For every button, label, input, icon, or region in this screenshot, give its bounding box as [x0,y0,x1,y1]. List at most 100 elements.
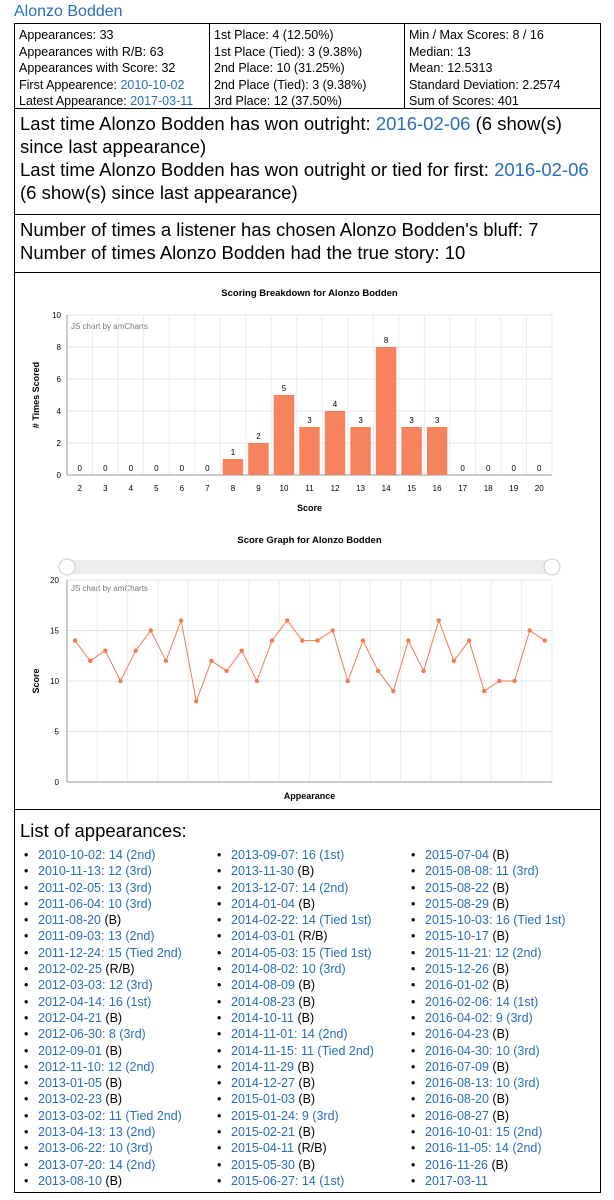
bar-value-label: 5 [282,384,287,393]
appearance-link[interactable]: 2013-04-13: 13 (2nd) [38,1125,156,1140]
appearance-link[interactable]: 2017-03-11 [425,1173,489,1188]
appearance-item: 2014-11-15: 11 (Tied 2nd) [213,1043,374,1060]
y-tick-label: 15 [50,627,59,636]
appearance-link[interactable]: 2012-04-21 [38,1010,102,1025]
scrollbar-handle-right [543,558,561,576]
appearance-link[interactable]: 2015-04-11 [231,1141,295,1156]
last-won-or-tied-link[interactable]: 2016-02-06 [494,159,589,180]
appearance-link[interactable]: 2014-10-11 [231,1010,295,1025]
appearance-link[interactable]: 2012-04-14: 16 (1st) [38,994,152,1009]
appearance-link[interactable]: 2015-08-22 [425,880,489,895]
first-appearance-link[interactable]: 2010-10-02 [120,77,185,92]
appearance-link[interactable]: 2013-08-10 [38,1173,102,1188]
appearance-link[interactable]: 2014-02-22: 14 (Tied 1st) [231,913,372,928]
appearance-link[interactable]: 2011-12-24: 15 (Tied 2nd) [38,945,182,960]
x-tick-label: 14 [382,484,391,493]
appearance-link[interactable]: 2016-11-05: 14 (2nd) [425,1141,542,1156]
appearance-link[interactable]: 2015-10-03: 16 (Tied 1st) [425,913,566,928]
appearance-link[interactable]: 2014-11-15: 11 (Tied 2nd) [231,1043,374,1058]
appearance-link[interactable]: 2015-06-27: 14 (1st) [231,1173,345,1188]
third-place-stat: 3rd Place: 12 (37.50%) [214,94,342,109]
appearance-link[interactable]: 2013-12-07: 14 (2nd) [231,880,349,895]
appearance-link[interactable]: 2015-07-04 [425,848,489,862]
sum-of-scores: Sum of Scores: 401 [409,94,519,109]
appearance-link[interactable]: 2016-01-02 [425,978,489,993]
appearances-count: Appearances: 33 [19,28,114,42]
appearance-link[interactable]: 2012-03-03: 12 (3rd) [38,978,153,993]
appearance-link[interactable]: 2014-11-29 [231,1059,295,1074]
appearance-link[interactable]: 2011-09-03: 13 (2nd) [38,929,155,944]
appearance-link[interactable]: 2011-06-04: 10 (3rd) [38,896,152,911]
appearance-link[interactable]: 2016-08-13: 10 (3rd) [425,1076,540,1091]
appearance-link[interactable]: 2013-09-07: 16 (1st) [231,848,345,862]
latest-appearance-label: Latest Appearance: [19,94,131,109]
appearance-link[interactable]: 2015-01-03 [231,1092,295,1107]
appearance-link[interactable]: 2015-10-17 [425,929,489,944]
appearance-item: 2010-11-13: 12 (3rd) [20,863,182,880]
appearance-link[interactable]: 2013-07-20: 14 (2nd) [38,1157,156,1172]
appearance-link[interactable]: 2016-08-20 [425,1092,489,1107]
appearance-link[interactable]: 2012-09-01 [38,1043,102,1058]
appearance-link[interactable]: 2014-03-01 [231,929,295,944]
score-point [497,678,502,684]
appearance-link[interactable]: 2011-02-05: 13 (3rd) [38,880,152,895]
appearance-link[interactable]: 2015-08-08: 11 (3rd) [425,864,539,879]
bar-value-label: 1 [231,448,236,457]
appearance-link[interactable]: 2013-03-02: 11 (Tied 2nd) [38,1108,182,1123]
appearance-link[interactable]: 2016-11-26 [425,1157,489,1172]
page-title[interactable]: Alonzo Bodden [14,3,123,20]
score-point [269,638,275,643]
appearance-link[interactable]: 2016-02-06: 14 (1st) [425,994,539,1009]
appearance-link[interactable]: 2016-04-30: 10 (3rd) [425,1043,540,1058]
appearance-link[interactable]: 2015-12-26 [425,962,489,977]
appearance-link[interactable]: 2016-04-02: 9 (3rd) [425,1010,533,1025]
appearance-link[interactable]: 2016-08-27 [425,1108,489,1123]
appearance-link[interactable]: 2016-10-01: 15 (2nd) [425,1125,543,1140]
appearance-link[interactable]: 2011-08-20 [38,913,102,928]
latest-appearance-link[interactable]: 2017-03-11 [130,94,194,109]
appearance-link[interactable]: 2012-06-30: 8 (3rd) [38,1027,146,1042]
bar-value-label: 4 [333,400,338,409]
appearance-link[interactable]: 2015-02-21 [231,1125,295,1140]
appearance-item: 2017-03-11 [407,1173,566,1190]
appearance-link[interactable]: 2013-11-30 [231,864,295,879]
appearance-item: 2015-04-11 (R/B) [213,1140,374,1157]
appearance-link[interactable]: 2016-04-23 [425,1027,489,1042]
appearance-item: 2011-06-04: 10 (3rd) [20,896,182,913]
appearance-link[interactable]: 2016-07-09 [425,1059,489,1074]
appearance-link[interactable]: 2014-08-09 [231,978,295,993]
appearances-list-section: List of appearances: 2010-10-02: 14 (2nd… [14,810,601,1193]
x-axis-title: Appearance [284,791,336,801]
appearance-link[interactable]: 2014-08-02: 10 (3rd) [231,962,346,977]
score-point [194,699,199,704]
appearance-link[interactable]: 2013-02-23 [38,1092,102,1107]
appearance-item: 2015-06-27: 14 (1st) [213,1173,374,1190]
x-tick-label: 12 [331,484,340,493]
appearance-link[interactable]: 2014-11-01: 14 (2nd) [231,1027,348,1042]
last-won-outright-link[interactable]: 2016-02-06 [375,113,471,134]
appearance-item: 2016-08-27 (B) [407,1108,566,1125]
bar-value-label: 0 [511,464,516,473]
bar [222,459,244,475]
appearance-link[interactable]: 2014-05-03: 15 (Tied 1st) [231,945,372,960]
appearance-link[interactable]: 2014-01-04 [231,896,295,911]
appearance-status: (B) [488,962,510,977]
appearance-link[interactable]: 2013-06-22: 10 (3rd) [38,1141,153,1156]
appearance-link[interactable]: 2013-01-05 [38,1076,102,1091]
appearance-link[interactable]: 2012-11-10: 12 (2nd) [38,1059,155,1074]
appearance-link[interactable]: 2015-01-24: 9 (3rd) [231,1108,339,1123]
appearance-link[interactable]: 2015-11-21: 12 (2nd) [425,945,542,960]
score-point [482,688,487,694]
appearance-link[interactable]: 2014-08-23 [231,994,295,1009]
appearance-link[interactable]: 2012-02-25 [38,962,102,977]
appearance-link[interactable]: 2015-05-30 [231,1157,295,1172]
appearance-link[interactable]: 2010-10-02: 14 (2nd) [38,848,156,862]
appearance-status: (B) [294,1125,316,1140]
last-won-or-tied: Last time Alonzo Bodden has won outright… [20,158,595,204]
appearance-link[interactable]: 2010-11-13: 12 (3rd) [38,864,152,879]
stats-appearances-cell: Appearances: 33 Appearances with R/B: 63… [15,24,210,108]
x-tick-label: 19 [509,484,518,493]
appearance-link[interactable]: 2015-08-29 [425,896,489,911]
appearance-link[interactable]: 2014-12-27 [231,1076,295,1091]
y-tick-label: 4 [57,407,62,416]
